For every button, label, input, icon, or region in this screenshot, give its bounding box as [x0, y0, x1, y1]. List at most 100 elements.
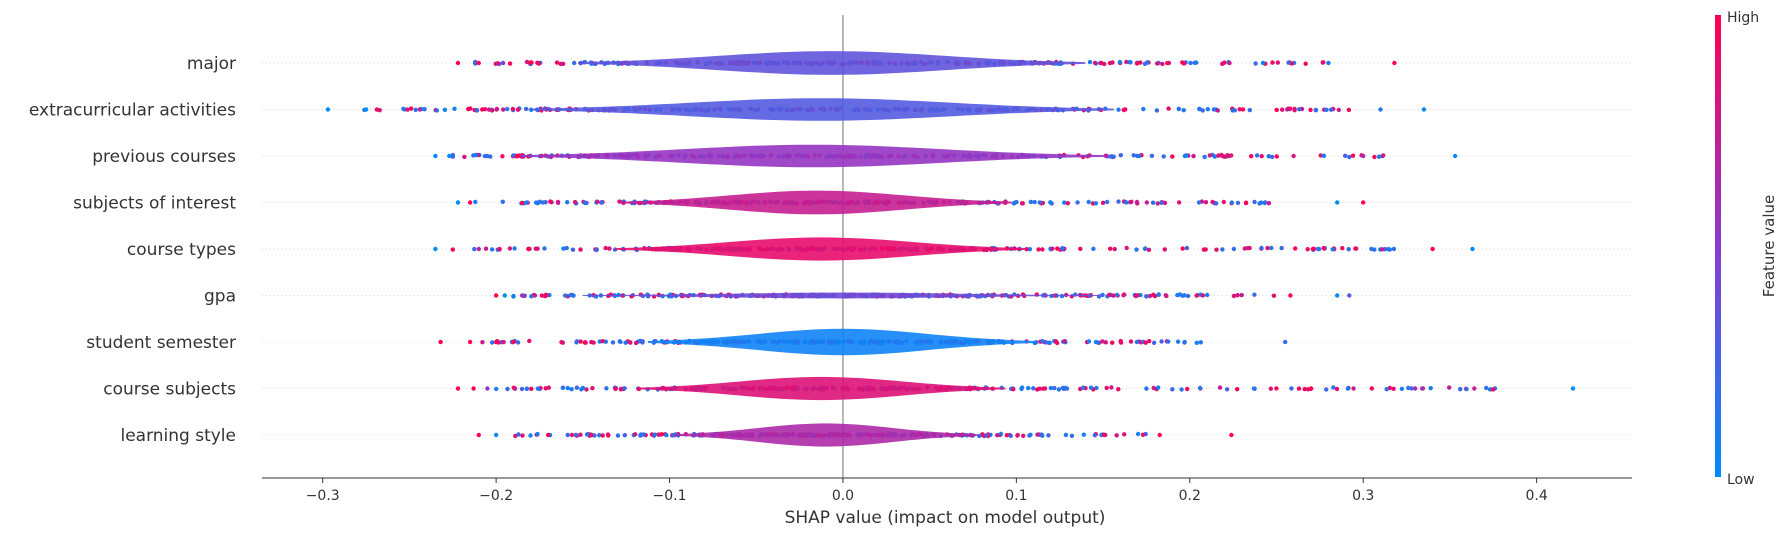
point [511, 293, 516, 299]
point [1239, 292, 1244, 298]
point [1134, 339, 1140, 345]
point [571, 293, 576, 298]
point [1065, 201, 1071, 206]
point [1086, 339, 1092, 344]
point [561, 246, 566, 251]
point [532, 292, 537, 298]
colorbar-low-label: Low [1727, 472, 1755, 488]
point [1044, 340, 1049, 345]
point [1121, 293, 1126, 298]
point [1176, 106, 1182, 112]
point [607, 246, 612, 251]
point [600, 339, 605, 344]
point [1060, 385, 1066, 391]
point [569, 432, 575, 438]
point [1096, 340, 1101, 345]
point [1020, 201, 1025, 206]
point [1218, 153, 1224, 158]
point [1254, 153, 1260, 158]
outlier-point [511, 339, 516, 345]
point [1128, 339, 1134, 344]
point [1147, 338, 1152, 344]
point [535, 386, 540, 391]
point [405, 107, 410, 112]
point [1331, 385, 1336, 390]
violin-0 [578, 51, 1086, 75]
point [1134, 247, 1139, 252]
point [977, 433, 982, 439]
point [605, 432, 611, 437]
point [1185, 293, 1191, 299]
point [1015, 433, 1020, 438]
point [1197, 385, 1203, 391]
point [1179, 387, 1184, 392]
point [573, 432, 578, 438]
point [1056, 387, 1062, 392]
point [548, 199, 553, 204]
point [664, 432, 669, 438]
point [495, 61, 500, 66]
point [637, 338, 643, 344]
point [617, 199, 622, 204]
point [1428, 386, 1433, 391]
point [1316, 246, 1322, 252]
point [1040, 247, 1045, 252]
point [595, 199, 600, 204]
point [1149, 153, 1155, 158]
point [629, 294, 634, 299]
point [594, 247, 599, 253]
point [1163, 293, 1169, 298]
point [473, 152, 478, 158]
point [1203, 200, 1209, 205]
point [1027, 433, 1032, 438]
point [1252, 386, 1257, 391]
point [1231, 246, 1237, 252]
outlier-point [502, 293, 507, 298]
point [1205, 292, 1210, 298]
point [1464, 386, 1469, 392]
point [1343, 153, 1348, 158]
point [1247, 107, 1253, 113]
point [1027, 247, 1033, 252]
point [984, 433, 989, 438]
point [1347, 154, 1352, 160]
point [512, 246, 517, 251]
point [1213, 201, 1219, 206]
point [1214, 247, 1219, 252]
point [1291, 153, 1296, 159]
point [1166, 339, 1171, 344]
point [1138, 60, 1143, 65]
point [1151, 292, 1156, 297]
point [1293, 246, 1298, 251]
feature-label: learning style [120, 426, 236, 446]
point [1156, 292, 1161, 297]
point [1128, 200, 1133, 205]
point [1036, 247, 1041, 252]
point [570, 247, 576, 252]
point [1259, 245, 1264, 251]
point [1270, 154, 1275, 160]
outlier-point [467, 339, 473, 345]
point [1235, 200, 1241, 206]
point [1324, 107, 1329, 113]
violin-4 [615, 237, 1028, 261]
violin-2 [520, 144, 1106, 168]
point [1215, 108, 1221, 113]
point [1196, 200, 1202, 205]
point [434, 108, 439, 113]
point [524, 386, 530, 391]
point [613, 386, 618, 392]
point [1091, 246, 1096, 251]
feature-label: subjects of interest [73, 194, 236, 214]
point [519, 200, 525, 206]
point [507, 246, 513, 251]
point [564, 245, 569, 251]
point [1118, 338, 1123, 344]
point [1019, 386, 1024, 392]
point [1292, 108, 1297, 113]
point [1184, 245, 1190, 251]
point [1069, 433, 1075, 438]
point [615, 433, 621, 438]
point [546, 385, 551, 390]
point [1063, 432, 1069, 438]
